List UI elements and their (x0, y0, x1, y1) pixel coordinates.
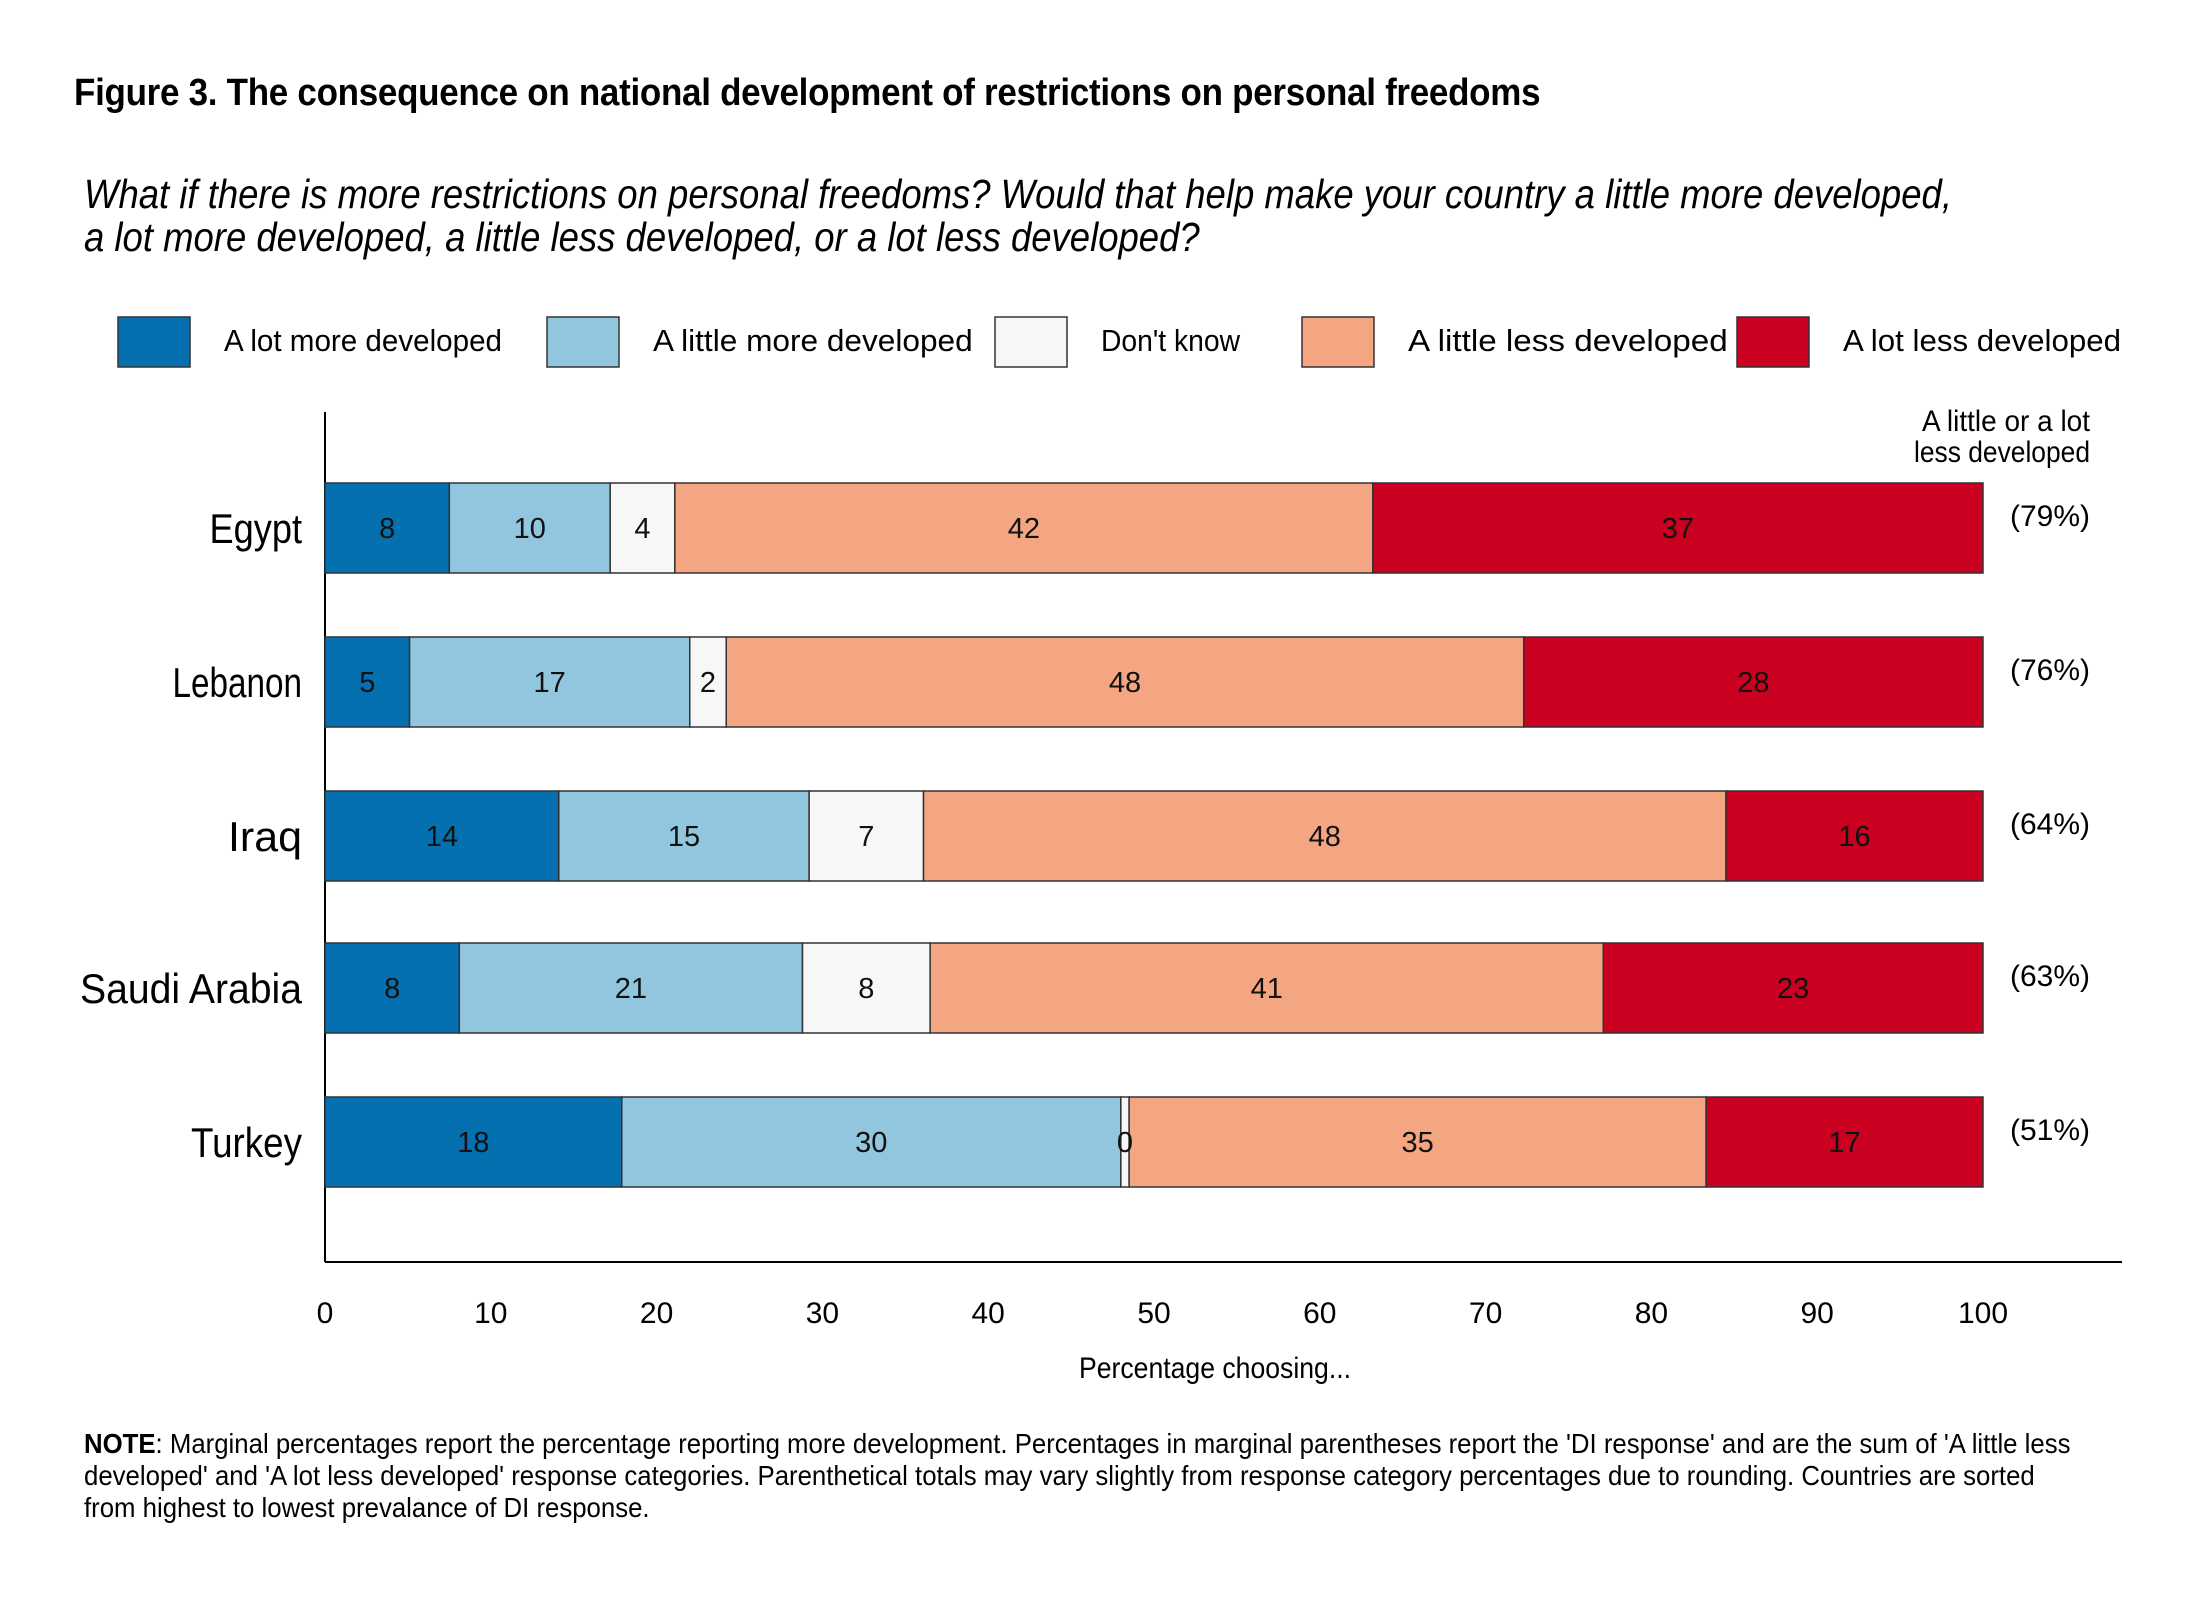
legend-label-a-little-more-developed: A little more developed (653, 323, 973, 358)
data-label-egypt-a-lot-more-developed: 8 (379, 513, 395, 545)
bar-turkey-a-lot-more-developed (324, 1096, 623, 1188)
marginal-header-line1: A little or a lot (1922, 405, 2091, 438)
bar-saudi-arabia-don-t-know (801, 942, 931, 1034)
data-label-iraq-a-little-less-developed: 48 (1309, 821, 1341, 853)
data-label-turkey-a-little-less-developed: 35 (1401, 1127, 1433, 1159)
data-label-egypt-a-lot-less-developed: 37 (1662, 513, 1694, 545)
legend-label-a-little-less-developed: A little less developed (1408, 323, 1728, 358)
marginal-label-saudi-arabia: (63%) (2010, 960, 2090, 993)
bar-saudi-arabia-a-little-less-developed (929, 942, 1605, 1034)
legend-swatch-don-t-know (994, 316, 1068, 368)
bar-lebanon-a-little-less-developed (725, 636, 1525, 728)
bar-turkey-a-little-more-developed (621, 1096, 1122, 1188)
x-tick-label-40: 40 (972, 1297, 1005, 1330)
bar-lebanon-a-little-more-developed (408, 636, 691, 728)
data-label-saudi-arabia-a-little-less-developed: 41 (1251, 973, 1283, 1005)
marginal-label-egypt: (79%) (2010, 500, 2090, 533)
bar-iraq-a-lot-more-developed (324, 790, 560, 882)
bar-lebanon-a-lot-less-developed (1522, 636, 1984, 728)
data-label-turkey-a-little-more-developed: 30 (855, 1127, 887, 1159)
data-label-iraq-a-little-more-developed: 15 (668, 821, 700, 853)
data-label-lebanon-don-t-know: 2 (700, 667, 716, 699)
bar-iraq-don-t-know (808, 790, 925, 882)
legend-label-a-lot-less-developed: A lot less developed (1843, 323, 2121, 358)
x-tick-label-60: 60 (1303, 1297, 1336, 1330)
marginal-label-turkey: (51%) (2010, 1114, 2090, 1147)
note-text: : Marginal percentages report the percen… (84, 1428, 2071, 1523)
bar-turkey-a-lot-less-developed (1705, 1096, 1984, 1188)
x-tick-label-10: 10 (474, 1297, 507, 1330)
x-tick-label-0: 0 (317, 1297, 334, 1330)
data-label-iraq-a-lot-more-developed: 14 (426, 821, 458, 853)
bar-egypt-a-little-less-developed (674, 482, 1374, 574)
x-tick-label-50: 50 (1137, 1297, 1170, 1330)
x-tick-label-80: 80 (1635, 1297, 1668, 1330)
chart-legend: A lot more developed A little more develo… (117, 316, 2121, 368)
figure-note: NOTE: Marginal percentages report the pe… (84, 1428, 2080, 1524)
bar-saudi-arabia-a-little-more-developed (458, 942, 804, 1034)
x-tick-label-100: 100 (1958, 1297, 2008, 1330)
bar-iraq-a-lot-less-developed (1725, 790, 1984, 882)
legend-label-don-t-know: Don't know (1101, 323, 1241, 358)
bar-egypt-a-little-more-developed (448, 482, 611, 574)
data-label-egypt-a-little-more-developed: 10 (514, 513, 546, 545)
bar-saudi-arabia-a-lot-less-developed (1602, 942, 1984, 1034)
x-axis-title: Percentage choosing... (1079, 1352, 1351, 1385)
figure-title: Figure 3. The consequence on national de… (74, 72, 1541, 114)
bar-lebanon-a-lot-more-developed (324, 636, 411, 728)
marginal-header-line2: less developed (1914, 436, 2090, 469)
legend-swatch-a-lot-less-developed (1736, 316, 1810, 368)
data-label-saudi-arabia-a-lot-more-developed: 8 (384, 973, 400, 1005)
marginal-label-iraq: (64%) (2010, 808, 2090, 841)
category-label-lebanon: Lebanon (173, 659, 303, 706)
data-label-lebanon-a-little-more-developed: 17 (534, 667, 566, 699)
category-label-iraq: Iraq (228, 813, 302, 860)
data-label-egypt-don-t-know: 4 (634, 513, 650, 545)
data-label-egypt-a-little-less-developed: 42 (1008, 513, 1040, 545)
figure-subtitle: What if there is more restrictions on pe… (84, 171, 1952, 260)
data-label-lebanon-a-lot-more-developed: 5 (359, 667, 375, 699)
note-label: NOTE (84, 1428, 156, 1459)
data-label-turkey-a-lot-more-developed: 18 (457, 1127, 489, 1159)
x-tick-label-90: 90 (1801, 1297, 1834, 1330)
chart-bars (324, 482, 1984, 1188)
data-label-saudi-arabia-a-little-more-developed: 21 (615, 973, 647, 1005)
x-tick-label-20: 20 (640, 1297, 673, 1330)
data-label-iraq-a-lot-less-developed: 16 (1838, 821, 1870, 853)
legend-swatch-a-little-more-developed (546, 316, 620, 368)
bar-egypt-a-lot-more-developed (324, 482, 451, 574)
data-label-lebanon-a-lot-less-developed: 28 (1737, 667, 1769, 699)
category-label-egypt: Egypt (210, 505, 303, 552)
marginal-label-lebanon: (76%) (2010, 654, 2090, 687)
bar-lebanon-don-t-know (689, 636, 727, 728)
data-label-lebanon-a-little-less-developed: 48 (1109, 667, 1141, 699)
bar-turkey-a-little-less-developed (1128, 1096, 1707, 1188)
bar-egypt-a-lot-less-developed (1372, 482, 1984, 574)
category-label-turkey: Turkey (191, 1119, 302, 1166)
data-label-iraq-don-t-know: 7 (858, 821, 874, 853)
data-label-turkey-don-t-know: 0 (1117, 1127, 1133, 1159)
bar-iraq-a-little-less-developed (922, 790, 1727, 882)
legend-swatch-a-little-less-developed (1301, 316, 1375, 368)
bar-iraq-a-little-more-developed (558, 790, 810, 882)
bar-egypt-don-t-know (609, 482, 676, 574)
bar-saudi-arabia-a-lot-more-developed (324, 942, 461, 1034)
category-label-saudi-arabia: Saudi Arabia (80, 965, 303, 1012)
x-tick-label-70: 70 (1469, 1297, 1502, 1330)
data-label-saudi-arabia-a-lot-less-developed: 23 (1777, 973, 1809, 1005)
data-label-saudi-arabia-don-t-know: 8 (858, 973, 874, 1005)
legend-swatch-a-lot-more-developed (117, 316, 191, 368)
data-label-turkey-a-lot-less-developed: 17 (1828, 1127, 1860, 1159)
x-tick-label-30: 30 (806, 1297, 839, 1330)
legend-label-a-lot-more-developed: A lot more developed (224, 323, 502, 358)
